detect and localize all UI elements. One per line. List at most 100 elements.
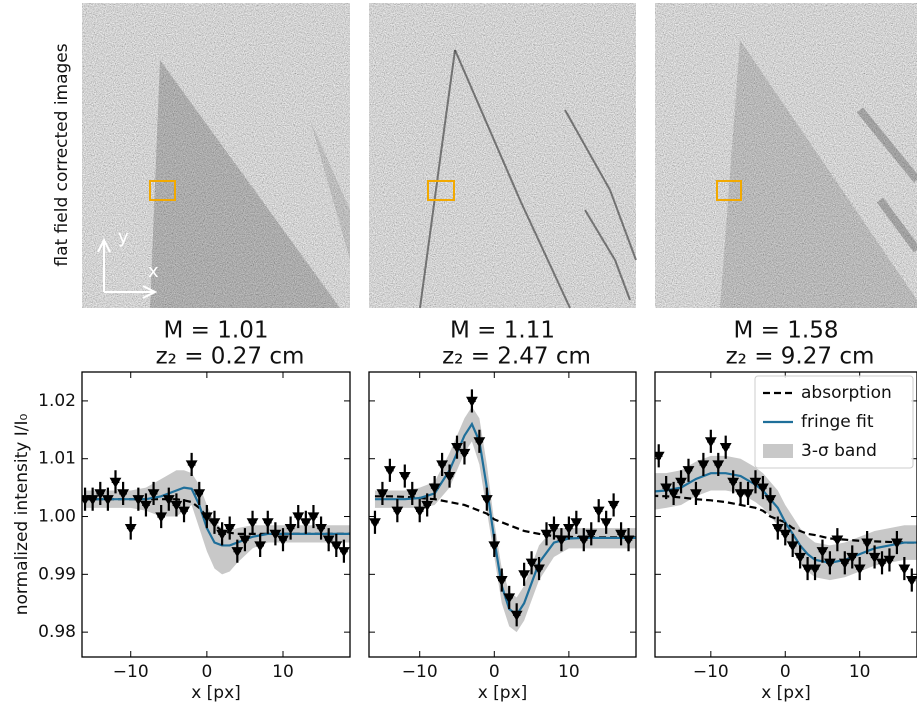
- data-point: [132, 487, 145, 511]
- plot-area: [655, 429, 917, 592]
- x-axis-label: x [px]: [478, 683, 528, 703]
- data-point: [898, 556, 911, 581]
- data-point: [667, 481, 680, 505]
- x-tick-label: 10: [849, 662, 871, 682]
- data-point: [555, 528, 568, 552]
- edge: [876, 197, 917, 253]
- legend-box: [754, 375, 914, 469]
- y-axis-label: normalized intensity I/I₀: [12, 414, 32, 616]
- chart-title: M = 1.58: [734, 318, 839, 344]
- data-point: [480, 487, 493, 511]
- data-point: [488, 533, 501, 557]
- axis-label: y: [118, 227, 129, 248]
- data-point: [246, 510, 259, 534]
- data-point: [868, 545, 881, 569]
- data-point: [600, 510, 613, 534]
- x-axis-label: x [px]: [191, 683, 241, 703]
- data-point: [831, 528, 844, 552]
- data-point: [307, 504, 320, 529]
- data-point: [861, 530, 874, 555]
- data-point: [147, 481, 160, 505]
- edge: [856, 107, 917, 183]
- axes-frame: [81, 371, 351, 658]
- x-tick-label: −10: [693, 662, 729, 682]
- plot-area: [369, 389, 636, 633]
- edge: [584, 209, 631, 301]
- data-point: [101, 487, 114, 511]
- data-point: [338, 539, 350, 563]
- y-tick-label: 1.00: [38, 507, 76, 527]
- data-point: [846, 545, 859, 569]
- data-point: [660, 476, 673, 500]
- legend-label: fringe fit: [801, 412, 874, 432]
- data-point: [94, 481, 107, 505]
- data-point: [82, 487, 91, 511]
- data-point: [749, 470, 762, 494]
- sigma-band: [85, 470, 350, 575]
- data-point: [495, 568, 508, 592]
- data-point: [734, 481, 747, 505]
- data-point: [383, 458, 396, 482]
- data-point: [876, 551, 888, 575]
- data-point: [193, 481, 206, 505]
- data-point: [757, 476, 769, 500]
- data-point: [548, 516, 560, 540]
- data-point: [330, 533, 343, 557]
- data-point: [369, 510, 381, 534]
- data-point: [570, 510, 583, 534]
- data-point: [682, 458, 695, 482]
- data-point: [254, 533, 267, 557]
- data-point: [208, 510, 221, 534]
- roi-box: [427, 180, 455, 201]
- x-tick-label: −10: [113, 662, 149, 682]
- roi-box: [149, 180, 176, 201]
- data-point: [109, 470, 122, 494]
- data-point: [140, 493, 152, 517]
- data-point: [742, 481, 754, 505]
- sample-shadow: [720, 40, 917, 308]
- y-tick-label: 1.02: [38, 391, 76, 411]
- data-point: [86, 487, 99, 511]
- data-point: [794, 545, 807, 569]
- data-point: [816, 539, 829, 563]
- data-point: [824, 551, 836, 575]
- legend-swatch: [763, 444, 793, 458]
- data-point: [261, 510, 274, 534]
- data-point: [809, 556, 821, 581]
- data-point: [533, 556, 545, 581]
- data-point: [269, 522, 282, 546]
- chart-title: M = 1.11: [450, 318, 555, 344]
- data-point: [277, 528, 289, 552]
- axes-frame: [368, 371, 637, 658]
- data-point: [577, 528, 590, 552]
- data-point: [458, 441, 471, 465]
- data-point: [466, 389, 478, 413]
- data-point: [838, 551, 851, 575]
- data-point: [853, 556, 866, 581]
- data-point: [451, 435, 463, 459]
- x-tick-label: 0: [201, 662, 212, 682]
- data-point: [315, 516, 327, 540]
- data-point: [391, 499, 404, 523]
- x-tick-label: 0: [780, 662, 791, 682]
- data-point: [503, 585, 516, 610]
- data-point: [299, 510, 312, 534]
- data-point: [510, 603, 523, 627]
- data-point: [562, 516, 575, 540]
- chart-subtitle: z₂ = 2.47 cm: [442, 344, 591, 370]
- plot-area: [82, 452, 350, 575]
- data-point: [231, 539, 244, 563]
- data-point: [540, 522, 553, 546]
- axis-arrows: [97, 237, 158, 299]
- data-point: [607, 493, 620, 517]
- data-point: [779, 522, 792, 546]
- edge: [564, 109, 637, 261]
- image: [82, 3, 350, 308]
- data-point: [117, 481, 130, 505]
- data-point: [712, 452, 725, 477]
- edge: [419, 49, 456, 309]
- sample-shadow: [150, 60, 340, 308]
- sample-shadow: [310, 120, 350, 260]
- data-point: [905, 568, 917, 592]
